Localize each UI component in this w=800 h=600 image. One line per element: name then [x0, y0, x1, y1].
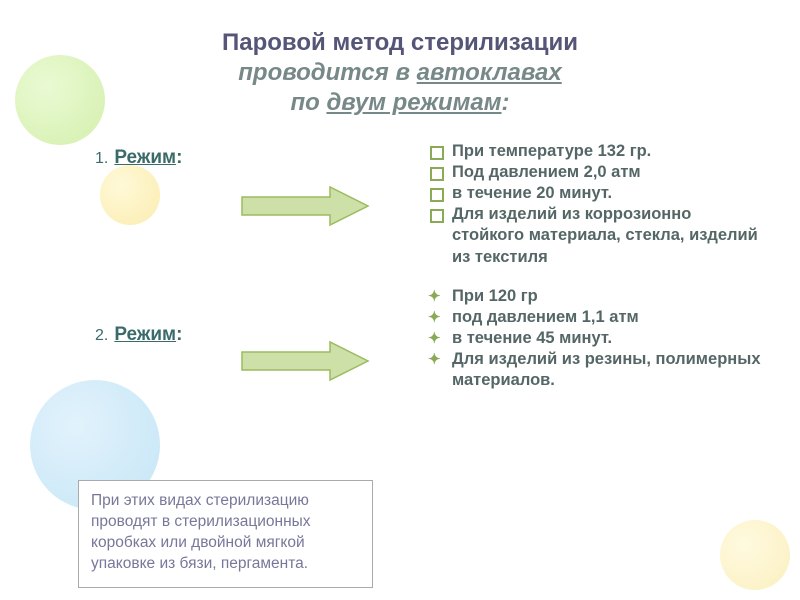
- details-column: При температуре 132 гр. Под давлением 2,…: [430, 141, 765, 391]
- list-item: При 120 гр: [430, 286, 765, 307]
- list-item: Под давлением 2,0 атм: [430, 162, 765, 183]
- mode-1: 1.Режим:: [95, 147, 182, 169]
- title-line2: проводится в автоклавах: [0, 58, 800, 88]
- title-line3: по двум режимам:: [0, 88, 800, 118]
- list-item: Для изделий из коррозионно стойкого мате…: [430, 204, 765, 267]
- list-item: При температуре 132 гр.: [430, 141, 765, 162]
- list-item: в течение 20 минут.: [430, 183, 765, 204]
- list-item: в течение 45 минут.: [430, 328, 765, 349]
- slide-title: Паровой метод стерилизации проводится в …: [0, 0, 800, 118]
- modes-column: 1.Режим: 2.Режим:: [95, 145, 182, 346]
- mode-2-list: При 120 гр под давлением 1,1 атм в течен…: [430, 286, 765, 392]
- note-line2: проводят в стерилизационных коробках или…: [91, 512, 360, 575]
- list-item: Для изделий из резины, полимерных матери…: [430, 349, 765, 391]
- note-line1: При этих видах стерилизацию: [91, 491, 360, 512]
- mode-2: 2.Режим:: [95, 324, 182, 346]
- note-box: При этих видах стерилизацию проводят в с…: [78, 480, 373, 588]
- mode-1-list: При температуре 132 гр. Под давлением 2,…: [430, 141, 765, 268]
- arrow-icon-2: [240, 340, 370, 382]
- title-line1: Паровой метод стерилизации: [0, 28, 800, 58]
- arrow-icon-1: [240, 185, 370, 227]
- list-item: под давлением 1,1 атм: [430, 307, 765, 328]
